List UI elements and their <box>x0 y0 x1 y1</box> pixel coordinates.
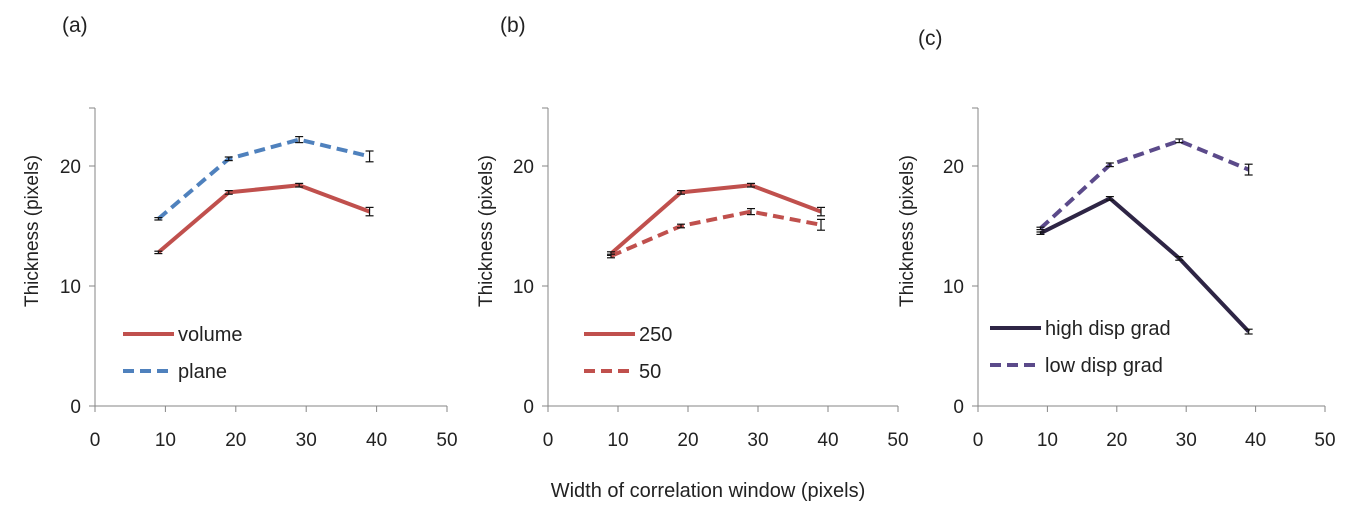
error-bar <box>817 218 825 231</box>
x-tick-label: 0 <box>973 430 984 451</box>
error-bar <box>295 136 304 144</box>
series-line-2 <box>157 137 371 221</box>
x-tick-label: 0 <box>90 430 101 451</box>
error-bar <box>747 182 755 188</box>
error-bar <box>224 156 233 162</box>
error-bar <box>295 182 304 188</box>
x-tick-label: 50 <box>1314 430 1335 451</box>
x-tick-label: 10 <box>1037 430 1058 451</box>
error-bar <box>1175 256 1184 261</box>
y-tick-label: 10 <box>943 277 964 298</box>
y-axis-title: Thickness (pixels) <box>22 155 43 307</box>
x-tick-label: 40 <box>1245 430 1266 451</box>
error-bar <box>224 190 233 195</box>
legend-label-1: high disp grad <box>1045 318 1171 340</box>
error-bar <box>817 206 825 217</box>
x-tick-label: 20 <box>677 430 698 451</box>
x-tick-label: 50 <box>436 430 457 451</box>
x-tick-label: 0 <box>543 430 554 451</box>
error-bar <box>1175 138 1184 144</box>
series-line-2 <box>1039 138 1250 230</box>
series-line-1 <box>1039 196 1251 333</box>
error-bar <box>677 190 685 195</box>
legend-label-1: 250 <box>639 324 672 346</box>
error-bar <box>1036 226 1045 231</box>
x-tick-label: 40 <box>817 430 838 451</box>
y-tick-label: 0 <box>953 397 964 418</box>
error-bar <box>1244 328 1253 335</box>
error-bar <box>365 150 374 163</box>
x-tick-label: 10 <box>607 430 628 451</box>
y-tick-label: 10 <box>60 277 81 298</box>
shared-x-axis-title: Width of correlation window (pixels) <box>551 480 866 502</box>
x-tick-label: 30 <box>747 430 768 451</box>
chart-panel-b: (b) 0 10 20 0 10 20 30 40 50 Thickness (pixels) 250… <box>476 14 909 451</box>
legend-label-2: plane <box>178 361 227 383</box>
error-bar <box>154 250 163 255</box>
x-tick-label: 20 <box>225 430 246 451</box>
x-tick-label: 20 <box>1106 430 1127 451</box>
y-axis-title: Thickness (pixels) <box>476 155 497 307</box>
y-tick-label: 20 <box>60 157 81 178</box>
error-bar <box>1105 196 1114 201</box>
panel-label: (c) <box>918 27 943 50</box>
x-tick-label: 30 <box>1176 430 1197 451</box>
error-bar <box>747 208 755 216</box>
y-tick-label: 10 <box>513 277 534 298</box>
error-bar <box>1036 231 1045 235</box>
chart-panel-c: (c) 0 10 20 0 10 20 30 40 50 Thickness (pixels) hig… <box>897 27 1336 451</box>
y-tick-label: 20 <box>513 157 534 178</box>
x-tick-label: 10 <box>155 430 176 451</box>
series-line-2 <box>610 209 822 258</box>
error-bar <box>1244 163 1253 176</box>
x-tick-label: 50 <box>887 430 908 451</box>
x-tick-label: 30 <box>296 430 317 451</box>
chart-panels: (a) 0 10 20 0 10 20 30 40 50 Thickness (pixels) vol… <box>22 14 1336 451</box>
error-bar <box>154 217 163 221</box>
legend-label-2: low disp grad <box>1045 355 1163 377</box>
panel-label: (a) <box>62 14 88 37</box>
y-tick-label: 0 <box>523 397 534 418</box>
y-tick-label: 20 <box>943 157 964 178</box>
error-bar <box>1105 162 1114 168</box>
legend-label-2: 50 <box>639 361 661 383</box>
y-axis-title: Thickness (pixels) <box>897 155 918 307</box>
legend-label-1: volume <box>178 324 242 346</box>
error-bar <box>677 223 685 229</box>
x-tick-label: 40 <box>366 430 387 451</box>
panel-label: (b) <box>500 14 526 37</box>
series-line-1 <box>609 183 822 256</box>
error-bar <box>365 206 374 217</box>
chart-panel-a: (a) 0 10 20 0 10 20 30 40 50 Thickness (pixels) vol… <box>22 14 458 451</box>
series-line-1 <box>157 183 371 254</box>
error-bar <box>607 253 615 259</box>
y-tick-label: 0 <box>70 397 81 418</box>
